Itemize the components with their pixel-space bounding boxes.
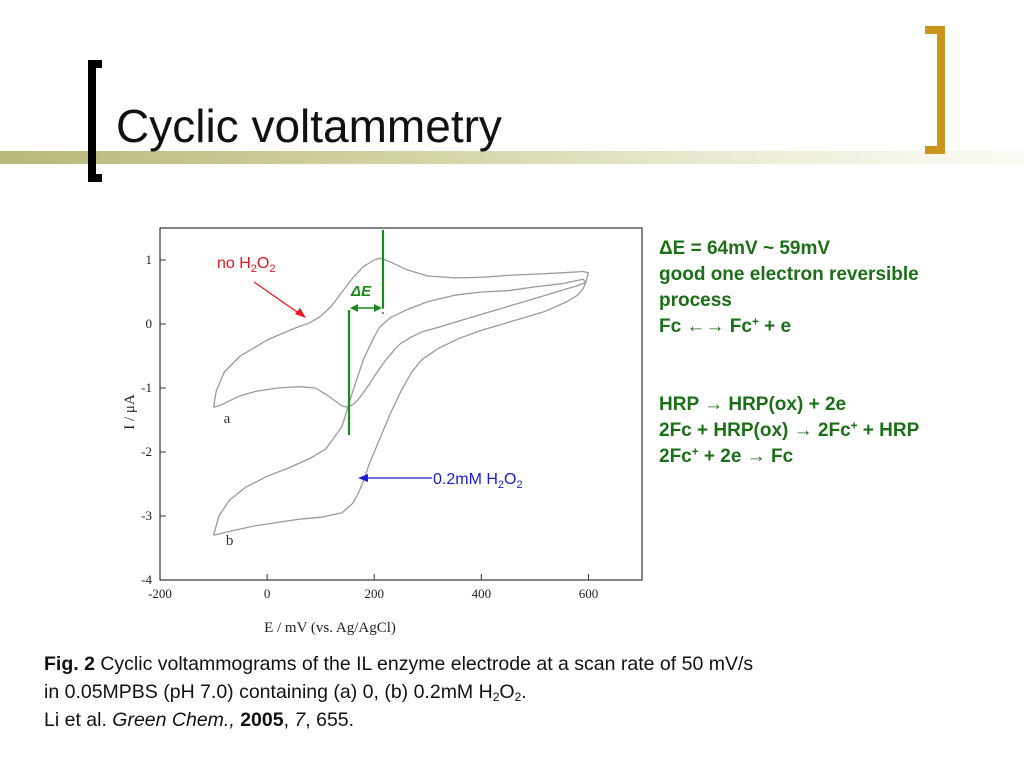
y-tick-label: 1 xyxy=(146,252,153,267)
h2o2-sub-2: 2 xyxy=(516,479,522,491)
curve-label-a: a xyxy=(224,411,231,427)
hrp-3-left-base: 2Fc xyxy=(659,446,692,467)
curve-label-b: b xyxy=(226,533,234,549)
hrp-2-right-tail: + HRP xyxy=(857,420,920,441)
no-h2o2-sub-2: 2 xyxy=(269,263,275,275)
hrp-3-left-tail: + 2e xyxy=(698,446,742,467)
right-bracket-decoration xyxy=(925,26,945,154)
right-arrow-icon: → xyxy=(746,446,766,467)
hrp-1-left: HRP xyxy=(659,394,699,415)
hrp-3-right: Fc xyxy=(770,446,794,467)
fig-label: Fig. 2 xyxy=(44,653,95,675)
caption-text-2b: O xyxy=(499,681,515,703)
caption-reference: Li et al. Green Chem., 2005, 7, 655. xyxy=(44,706,1014,734)
h2o2-o: O xyxy=(504,471,516,488)
ref-journal: Green Chem., xyxy=(112,709,235,731)
fc-right-sup: + xyxy=(751,315,759,329)
chart-svg: -200 0 200 400 600 1 0 -1 -2 -3 -4 a b E / mV (vs. … xyxy=(122,227,643,636)
no-h2o2-arrow-line xyxy=(253,281,301,315)
caption-text-2c: . xyxy=(521,681,527,703)
x-tick-label: 400 xyxy=(472,586,492,601)
caption-text-1: Cyclic voltammograms of the IL enzyme el… xyxy=(94,653,754,675)
caption-line-2: in 0.05MPBS (pH 7.0) containing (a) 0, (… xyxy=(44,678,1014,706)
x-tick-label: 200 xyxy=(364,586,384,601)
delta-e-note: ΔE = 64mV ~ 59mV xyxy=(659,238,831,259)
caption-text-2a: in 0.05MPBS (pH 7.0) containing (a) 0, (… xyxy=(44,681,493,703)
x-axis-label: E / mV (vs. Ag/AgCl) xyxy=(264,620,396,636)
h2o2-label: 0.2mM H2O2 xyxy=(433,471,523,491)
no-h2o2-sub-1: 2 xyxy=(251,263,257,275)
reversible-note-line-2: process xyxy=(659,290,732,311)
title-decoration-bar xyxy=(0,151,1024,164)
double-arrow-icon: ←→ xyxy=(686,316,725,337)
left-bracket-decoration xyxy=(88,60,102,182)
h2o2-arrow-head xyxy=(358,474,368,482)
reversible-note-line-1: good one electron reversible xyxy=(659,264,919,285)
hrp-2-right-base: 2Fc xyxy=(817,420,851,441)
x-tick-label: 600 xyxy=(579,586,599,601)
hrp-2-right-sup: + xyxy=(850,419,858,433)
h2o2-label-text: 0.2mM H xyxy=(433,471,498,488)
right-arrow-icon: → xyxy=(704,394,724,415)
delta-e-arrow-left xyxy=(350,304,358,312)
y-tick-label: -4 xyxy=(141,572,152,587)
series-line-a xyxy=(212,257,590,408)
y-axis-label: I / μA xyxy=(122,394,138,430)
y-tick-label: -3 xyxy=(141,508,152,523)
y-tick-label: -1 xyxy=(141,380,152,395)
caption-line-1: Fig. 2 Cyclic voltammograms of the IL en… xyxy=(44,650,1014,678)
ref-pages: , 655. xyxy=(305,709,355,731)
hrp-3-left-sup: + xyxy=(691,445,699,459)
cyclic-voltammogram-chart: -200 0 200 400 600 1 0 -1 -2 -3 -4 a b E / mV (vs. … xyxy=(112,222,652,642)
no-h2o2-label-text: no H xyxy=(217,255,251,272)
y-tick-label: -2 xyxy=(141,444,152,459)
hrp-reaction-1: HRP → HRP(ox) + 2e xyxy=(659,392,1019,418)
caption-sub-1: 2 xyxy=(492,690,500,705)
ref-sep-2: , xyxy=(283,709,295,731)
hrp-reaction-3: 2Fc+ + 2e → Fc xyxy=(659,444,1019,470)
figure-caption: Fig. 2 Cyclic voltammograms of the IL en… xyxy=(44,650,1014,734)
h2o2-sub-1: 2 xyxy=(498,479,504,491)
caption-sub-2: 2 xyxy=(514,690,522,705)
right-arrow-icon: → xyxy=(793,420,813,441)
ref-year: 2005 xyxy=(240,709,284,731)
explanation-notes: ΔE = 64mV ~ 59mV good one electron rever… xyxy=(659,236,1019,470)
no-h2o2-arrow-head xyxy=(295,308,306,318)
fc-right-tail: + e xyxy=(758,316,792,337)
x-tick-label: 0 xyxy=(264,586,271,601)
fc-equilibrium: Fc ←→ Fc+ + e xyxy=(659,314,1019,340)
series-line-b xyxy=(212,278,587,536)
delta-e-label: ΔE xyxy=(350,283,372,300)
x-tick-label: -200 xyxy=(148,586,172,601)
delta-e-arrow-right xyxy=(374,304,382,312)
fc-right-base: Fc xyxy=(729,316,752,337)
hrp-reaction-2: 2Fc + HRP(ox) → 2Fc+ + HRP xyxy=(659,418,1019,444)
no-h2o2-o: O xyxy=(257,255,269,272)
hrp-1-right: HRP(ox) + 2e xyxy=(728,394,847,415)
plot-frame xyxy=(159,227,643,581)
slide-title: Cyclic voltammetry xyxy=(116,100,502,152)
no-h2o2-label: no H2O2 xyxy=(217,255,276,275)
hrp-2-left: 2Fc + HRP(ox) xyxy=(659,420,789,441)
fc-left: Fc xyxy=(659,316,682,337)
ref-volume: 7 xyxy=(294,709,306,731)
y-tick-label: 0 xyxy=(146,316,153,331)
ref-authors: Li et al. xyxy=(44,709,113,731)
